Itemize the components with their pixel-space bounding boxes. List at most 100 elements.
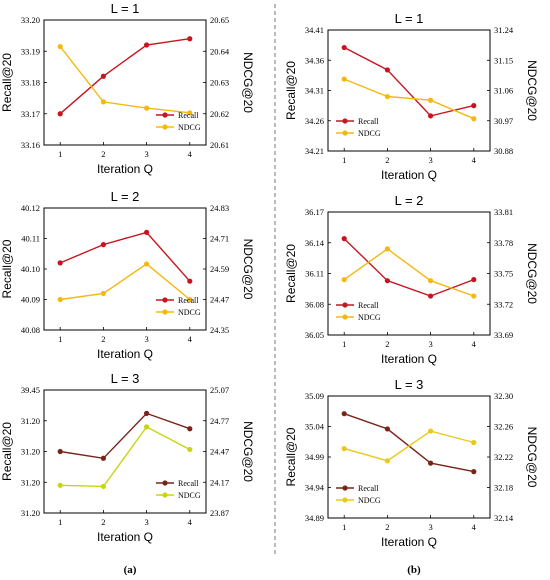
legend-marker [162, 480, 168, 486]
data-point-recall [100, 455, 106, 461]
y-tick-label: 36.17 [305, 207, 324, 217]
x-tick-label: 1 [58, 149, 62, 159]
chart-a2: L = 2 40.12 40.11 40.10 40.09 40.08 24.83 24.71… [0, 189, 255, 361]
data-point-recall [144, 229, 150, 235]
y2-tick-label: 20.65 [210, 15, 229, 25]
y-tick-label: 34.99 [305, 452, 324, 462]
data-point-recall [384, 426, 390, 432]
legend-marker [162, 309, 168, 315]
data-point-recall [144, 42, 150, 48]
y2-tick-label: 24.47 [210, 447, 229, 457]
y-tick-label: 36.14 [305, 238, 325, 248]
y2-tick-label: 24.47 [210, 295, 229, 305]
legend-label: NDCG [178, 308, 201, 317]
legend-label: Recall [178, 111, 199, 120]
caption-b: (b) [407, 564, 421, 576]
y2-tick-label: 33.72 [494, 299, 513, 309]
x-tick-label: 2 [101, 149, 105, 159]
data-point-ndcg [384, 458, 390, 464]
data-point-recall [100, 73, 106, 79]
y-tick-label: 31.20 [21, 447, 40, 457]
data-point-recall [144, 410, 150, 416]
y-tick-label: 39.45 [21, 385, 40, 395]
y2-tick-label: 33.78 [494, 238, 513, 248]
y2-tick-label: 24.35 [210, 325, 229, 335]
y-tick-label: 34.31 [305, 86, 324, 96]
caption-a: (a) [124, 564, 137, 576]
x-axis-label: Iteration Q [381, 352, 437, 366]
y-tick-label: 31.20 [21, 477, 40, 487]
data-point-ndcg [57, 43, 63, 50]
y2-tick-label: 33.69 [494, 330, 513, 340]
data-point-recall [428, 113, 434, 119]
y-axis-label: Recall@20 [0, 53, 14, 112]
x-tick-label: 1 [58, 517, 62, 527]
chart-title: L = 3 [395, 377, 424, 392]
data-point-ndcg [187, 296, 193, 303]
y-tick-label: 35.04 [305, 422, 325, 432]
y2-tick-label: 32.26 [494, 422, 513, 432]
y2-tick-label: 25.07 [210, 385, 229, 395]
x-tick-label: 4 [188, 517, 193, 527]
legend-label: NDCG [358, 129, 381, 138]
y2-tick-label: 20.63 [210, 78, 229, 88]
data-point-recall [187, 278, 193, 284]
data-point-ndcg [471, 439, 477, 446]
data-point-ndcg [428, 428, 434, 434]
chart-title: L = 2 [111, 189, 140, 204]
y-tick-label: 40.08 [21, 325, 40, 335]
data-point-recall [471, 469, 477, 475]
y2-tick-label: 24.71 [210, 234, 229, 244]
y-tick-label: 34.36 [305, 55, 324, 65]
y2-tick-label: 33.75 [494, 269, 513, 279]
legend-label: Recall [178, 479, 199, 488]
series-line-recall [59, 231, 191, 282]
y-tick-label: 36.05 [305, 330, 324, 340]
data-point-recall [57, 111, 63, 117]
chart-title: L = 3 [111, 371, 140, 386]
data-point-ndcg [187, 110, 193, 116]
legend-label: Recall [358, 117, 379, 126]
data-point-recall [187, 426, 193, 432]
series-line-ndcg [344, 430, 474, 462]
x-axis-label: Iteration Q [381, 535, 437, 549]
series-line-ndcg [60, 425, 191, 488]
y-axis-label: Recall@20 [0, 422, 14, 481]
chart-b3: L = 3 35.09 35.04 34.99 34.94 34.89 32.30 32.26… [284, 377, 539, 549]
data-point-ndcg [57, 296, 63, 303]
y2-axis-label: NDCG@20 [241, 239, 255, 300]
data-point-recall [428, 293, 434, 299]
y2-tick-label: 20.61 [210, 140, 229, 150]
x-tick-label: 4 [188, 334, 193, 344]
x-tick-label: 3 [428, 339, 432, 349]
x-tick-label: 3 [428, 522, 432, 532]
series-line-recall [343, 238, 475, 297]
data-point-recall [341, 411, 347, 417]
data-point-recall [187, 36, 193, 42]
y2-tick-label: 24.83 [210, 203, 229, 213]
y-axis-label: Recall@20 [284, 244, 298, 303]
y-tick-label: 36.08 [305, 299, 324, 309]
x-tick-label: 1 [58, 334, 62, 344]
y-tick-label: 33.19 [21, 46, 40, 56]
y-tick-label: 40.10 [21, 264, 40, 274]
data-point-recall [384, 278, 390, 284]
series-line-recall [343, 46, 474, 117]
series-line-ndcg [60, 263, 191, 301]
y2-tick-label: 30.97 [494, 116, 513, 126]
data-point-ndcg [428, 278, 434, 284]
y-tick-label: 34.26 [305, 116, 324, 126]
x-tick-label: 1 [342, 155, 346, 165]
data-point-ndcg [341, 446, 347, 452]
y2-tick-label: 24.77 [210, 416, 229, 426]
x-tick-label: 4 [472, 339, 477, 349]
x-axis-label: Iteration Q [97, 347, 153, 361]
series-line-ndcg [343, 78, 475, 120]
y2-tick-label: 32.22 [494, 452, 513, 462]
y2-tick-label: 32.14 [494, 513, 514, 523]
y-axis-label: Recall@20 [284, 61, 298, 120]
y2-axis-label: NDCG@20 [525, 60, 539, 121]
y2-axis-label: NDCG@20 [525, 427, 539, 488]
legend-marker [342, 302, 348, 308]
